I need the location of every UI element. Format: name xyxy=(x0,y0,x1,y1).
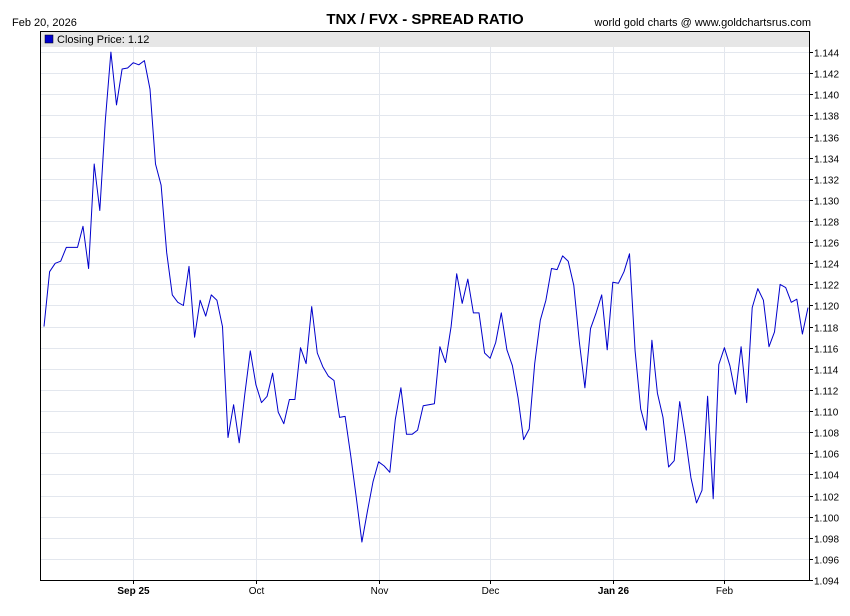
y-tick-label: 1.130 xyxy=(814,197,839,208)
y-tick-label: 1.112 xyxy=(814,387,839,398)
y-tick-label: 1.106 xyxy=(814,450,839,461)
y-tick-label: 1.114 xyxy=(814,366,839,377)
y-tick-label: 1.122 xyxy=(814,281,839,292)
y-tick-label: 1.094 xyxy=(814,577,839,588)
legend-label: Closing Price: 1.12 xyxy=(57,34,149,46)
grid-lines xyxy=(40,46,809,580)
legend-swatch xyxy=(44,34,54,44)
legend-band xyxy=(41,32,809,47)
plot-frame xyxy=(40,31,810,581)
y-tick-label: 1.110 xyxy=(814,408,839,419)
y-tick-label: 1.098 xyxy=(814,535,839,546)
y-tick-label: 1.138 xyxy=(814,112,839,123)
x-axis: Sep 25 Oct Nov Dec Jan 26 Feb xyxy=(117,580,734,597)
x-tick-label: Feb xyxy=(716,586,734,597)
chart-date: Feb 20, 2026 xyxy=(12,17,77,29)
y-axis: 1.094 1.096 1.098 1.100 1.102 1.104 1.106 1.108… xyxy=(809,49,839,588)
chart-source: world gold charts @ www.goldchartsrus.co… xyxy=(593,17,811,29)
y-tick-label: 1.104 xyxy=(814,471,839,482)
y-tick-label: 1.124 xyxy=(814,260,839,271)
x-tick-label: Sep 25 xyxy=(117,586,150,597)
y-tick-label: 1.134 xyxy=(814,155,839,166)
y-tick-label: 1.128 xyxy=(814,218,839,229)
y-tick-label: 1.126 xyxy=(814,239,839,250)
y-tick-label: 1.142 xyxy=(814,70,839,81)
x-tick-label: Dec xyxy=(482,586,500,597)
y-tick-label: 1.100 xyxy=(814,514,839,525)
x-tick-label: Nov xyxy=(371,586,389,597)
y-tick-label: 1.140 xyxy=(814,91,839,102)
y-tick-label: 1.096 xyxy=(814,556,839,567)
y-tick-label: 1.102 xyxy=(814,493,839,504)
y-tick-label: 1.136 xyxy=(814,134,839,145)
series xyxy=(43,51,809,543)
y-tick-label: 1.118 xyxy=(814,324,839,335)
y-tick-label: 1.108 xyxy=(814,429,839,440)
y-tick-label: 1.116 xyxy=(814,345,839,356)
x-tick-label: Oct xyxy=(249,586,265,597)
y-tick-label: 1.120 xyxy=(814,302,839,313)
chart-title: TNX / FVX - SPREAD RATIO xyxy=(326,11,524,28)
y-tick-label: 1.144 xyxy=(814,49,839,60)
y-tick-label: 1.132 xyxy=(814,176,839,187)
series-line-closing-price xyxy=(43,51,809,543)
x-tick-label: Jan 26 xyxy=(598,586,630,597)
